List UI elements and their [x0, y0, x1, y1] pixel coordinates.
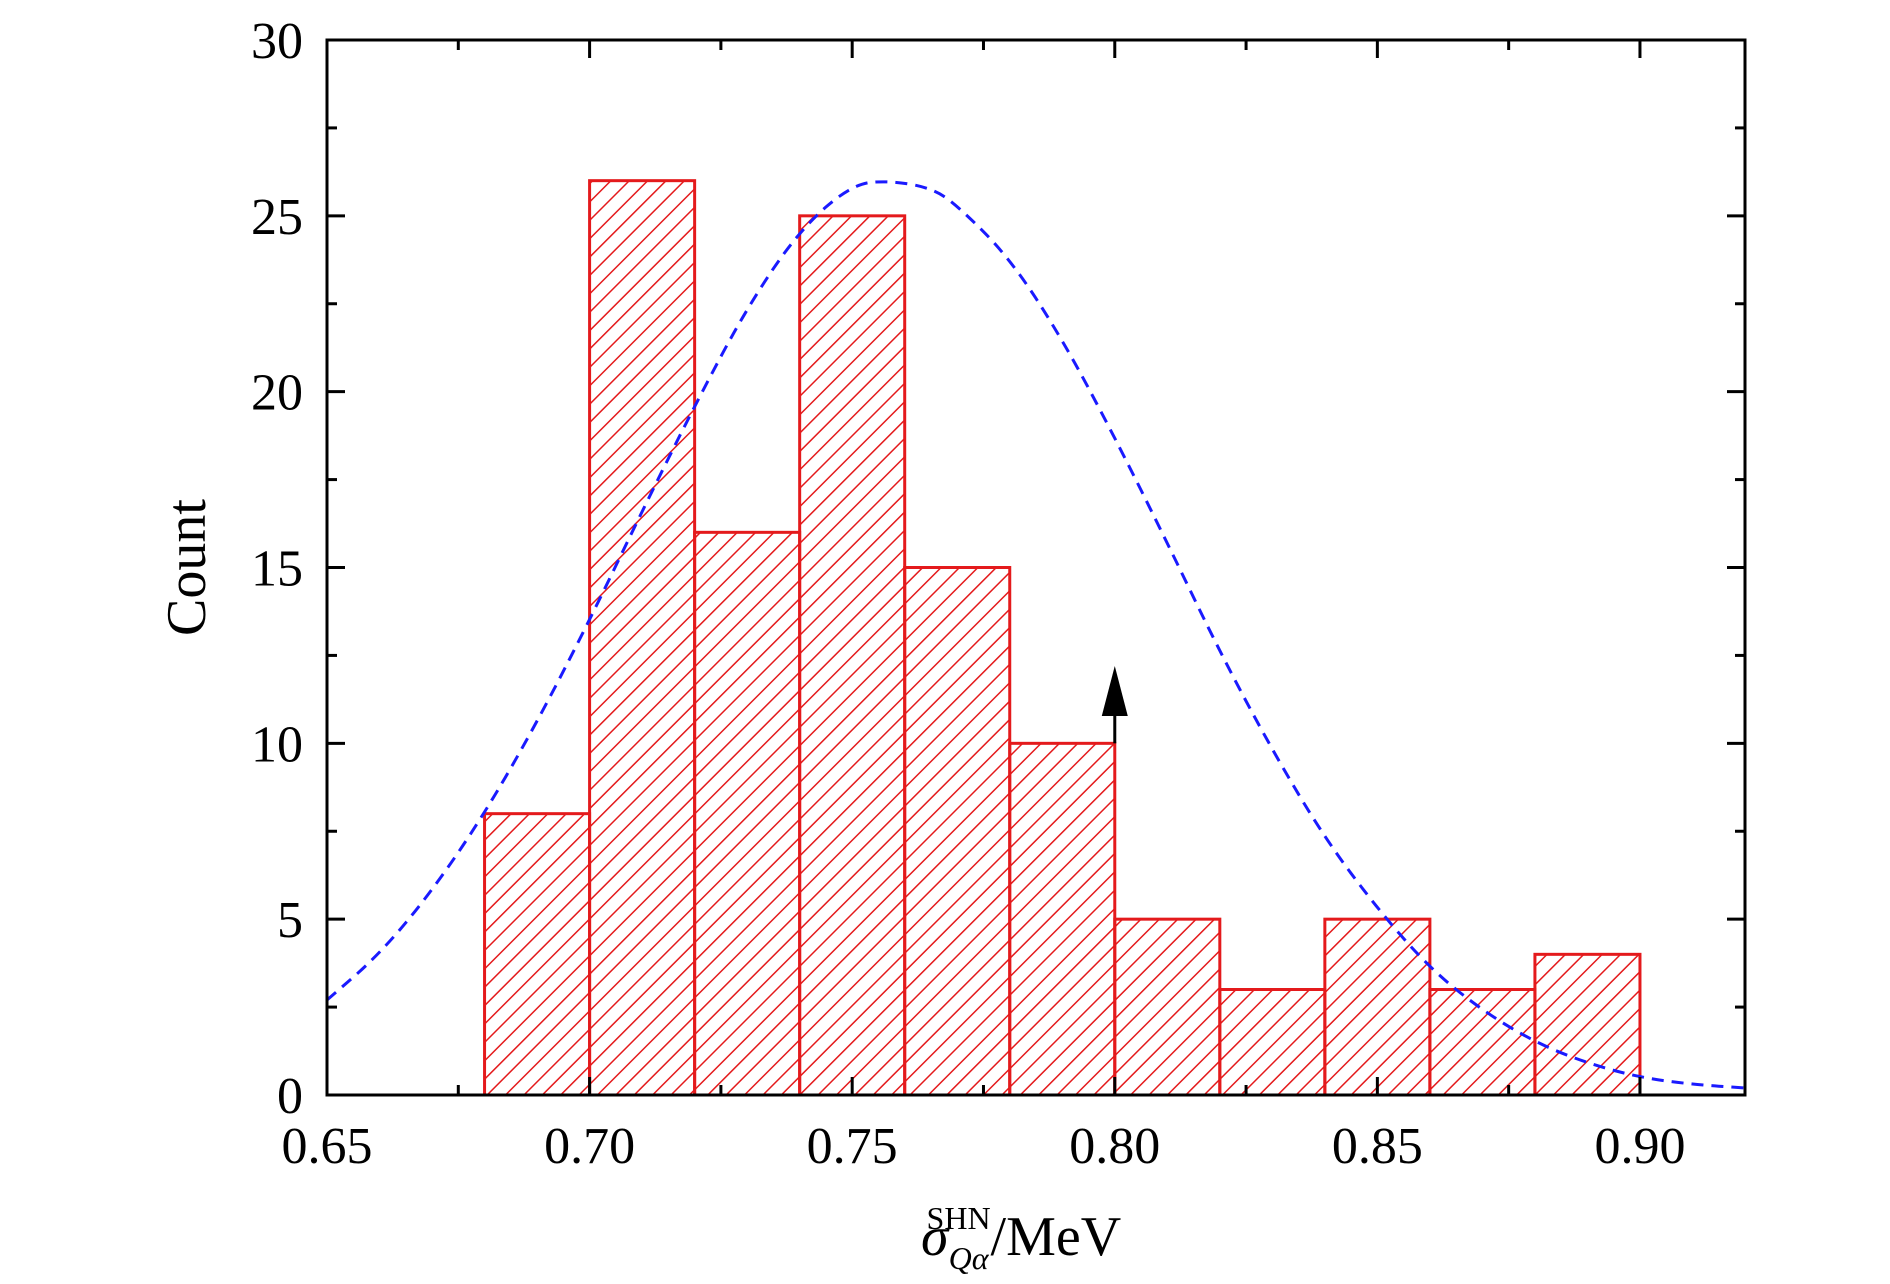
axis-ticks	[325, 38, 1745, 1097]
x-axis-title-symbol: σ	[921, 1206, 951, 1268]
x-tick-label: 0.75	[807, 1118, 898, 1175]
histogram-bar	[1008, 741, 1117, 1097]
histogram-bar	[693, 530, 802, 1097]
x-tick-label: 0.80	[1069, 1118, 1160, 1175]
histogram-bar	[1533, 952, 1642, 1097]
y-tick-label: 25	[251, 189, 303, 246]
x-tick-label: 0.65	[282, 1118, 373, 1175]
fit-curve	[326, 180, 1746, 1090]
histogram-bars	[483, 179, 1642, 1097]
x-axis-title-subscript: Qα	[949, 1240, 990, 1276]
y-tick-label: 15	[251, 541, 303, 598]
histogram-bar	[588, 179, 697, 1097]
tick-labels: 0.65 0.70 0.75 0.80 0.85 0.90 0 5 10 15 20 25 30	[251, 13, 1685, 1175]
histogram-bar	[1113, 917, 1222, 1097]
threshold-arrow-layer	[1101, 665, 1128, 744]
y-tick-label: 5	[277, 892, 303, 949]
y-axis-title: Count	[156, 499, 218, 636]
histogram-bar	[1323, 917, 1432, 1097]
x-axis-title: σQα SHN/MeV	[921, 1200, 1121, 1276]
threshold-arrow-head	[1101, 665, 1128, 716]
y-tick-label: 0	[277, 1068, 303, 1125]
histogram-bar	[483, 812, 592, 1097]
x-tick-label: 0.70	[544, 1118, 635, 1175]
x-axis-title-unit: /MeV	[991, 1206, 1122, 1268]
y-tick-label: 10	[251, 716, 303, 773]
fit-curve-layer	[326, 180, 1746, 1090]
histogram-bar	[1428, 988, 1537, 1097]
y-tick-label: 20	[251, 365, 303, 422]
x-tick-label: 0.85	[1332, 1118, 1423, 1175]
y-tick-label: 30	[251, 13, 303, 70]
histogram-bar	[903, 566, 1012, 1097]
x-axis-title-superscript: SHN	[927, 1200, 991, 1236]
histogram-bar	[798, 214, 907, 1097]
histogram-bar	[1218, 988, 1327, 1097]
x-tick-label: 0.90	[1594, 1118, 1685, 1175]
